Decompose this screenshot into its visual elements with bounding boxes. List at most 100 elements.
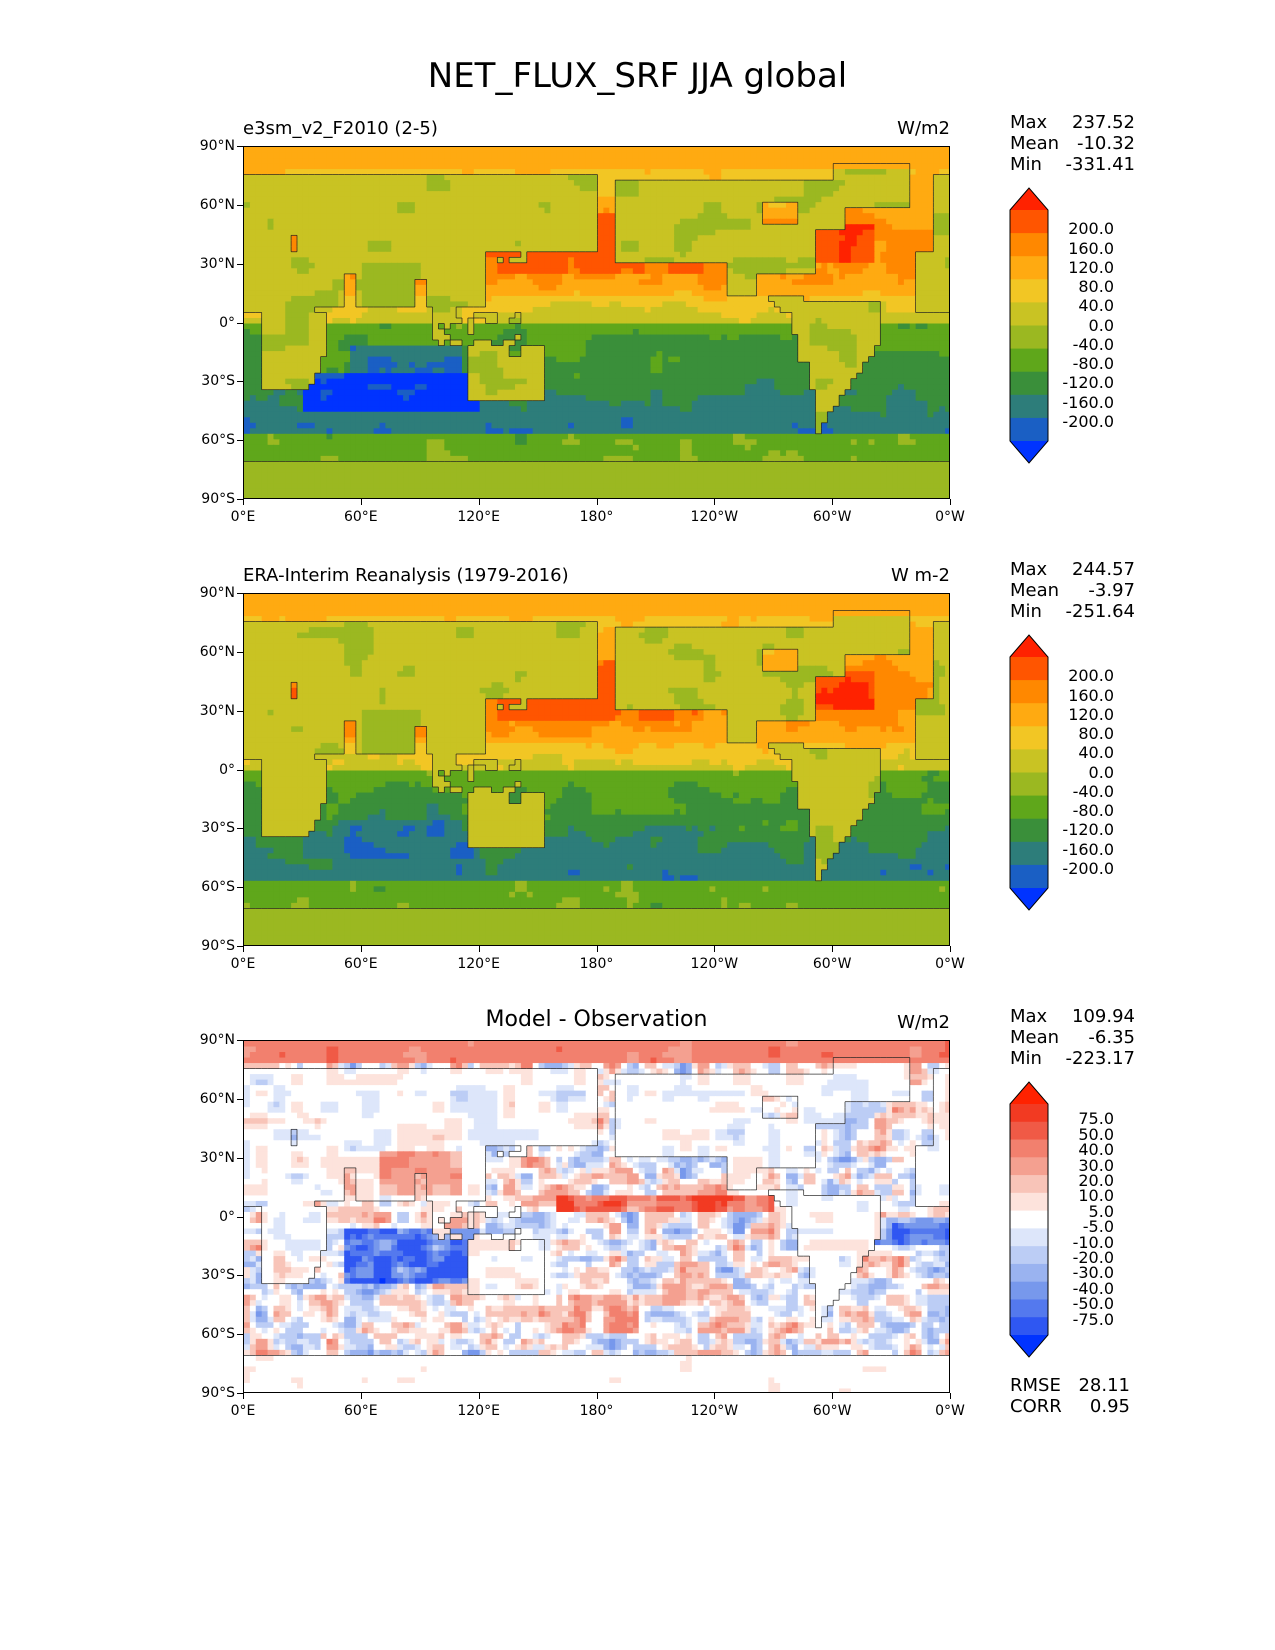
stat-mean: Mean -6.35 (1010, 1027, 1135, 1048)
lat-tick-label: 60°N (183, 1091, 235, 1107)
colorbar-extend-min (1010, 441, 1048, 463)
colorbar-segment (1010, 371, 1048, 396)
colorbar-label: 160.0 (1052, 686, 1114, 705)
colorbar-label: 50.0 (1052, 1125, 1114, 1144)
panel-reference-colorbar (1009, 634, 1049, 911)
lon-tick-label: 60°E (321, 509, 401, 525)
lat-tick-mark (237, 146, 243, 147)
colorbar-segment (1010, 210, 1048, 234)
lat-tick-mark (237, 263, 243, 265)
colorbar-label: 0.0 (1052, 316, 1114, 335)
lat-tick-mark (237, 651, 243, 653)
stat-max-value: 244.57 (1072, 559, 1135, 580)
lon-tick-label: 60°E (321, 956, 401, 972)
lat-tick-label: 0° (183, 1209, 235, 1225)
panel-reference-map (243, 593, 950, 946)
stat-min-label: Min (1010, 601, 1042, 622)
colorbar-label: -20.0 (1052, 1249, 1114, 1267)
lon-tick-mark (243, 946, 244, 952)
colorbar-segment (1010, 1228, 1048, 1247)
lon-tick-label: 180° (557, 1403, 637, 1419)
stat-min: Min -251.64 (1010, 601, 1135, 622)
colorbar-label: 30.0 (1052, 1156, 1114, 1175)
colorbar-segment (1010, 1317, 1048, 1336)
lat-tick-mark (237, 440, 243, 442)
colorbar-segment (1010, 1246, 1048, 1265)
stat-max-value: 237.52 (1072, 112, 1135, 133)
lon-tick-label: 180° (557, 509, 637, 525)
stat-min-value: -223.17 (1066, 1048, 1135, 1069)
colorbar-label: 40.0 (1052, 744, 1114, 762)
lat-tick-label: 30°S (183, 820, 235, 836)
colorbar-label: -10.0 (1052, 1233, 1114, 1252)
lat-tick-label: 90°N (183, 585, 235, 601)
lon-tick-label: 120°E (439, 1403, 519, 1419)
lat-tick-label: 60°S (183, 879, 235, 895)
lon-tick-label: 0°E (203, 1403, 283, 1419)
panel-difference-title: Model - Observation (243, 1007, 950, 1033)
colorbar-segment (1010, 1104, 1048, 1123)
colorbar-label: -80.0 (1052, 802, 1114, 820)
lon-tick-label: 120°W (674, 956, 754, 972)
lon-tick-label: 60°W (792, 1403, 872, 1419)
panel-test-map (243, 146, 950, 499)
colorbar-extend-max (1010, 188, 1048, 210)
lat-tick-label: 90°S (183, 938, 235, 954)
colorbar-segment (1010, 1210, 1048, 1229)
panel-test-stats: Max 237.52 Mean -10.32 Min -331.41 (1010, 112, 1135, 175)
colorbar-segment (1010, 1121, 1048, 1141)
lat-tick-mark (237, 887, 243, 889)
stat-mean-label: Mean (1010, 580, 1059, 601)
stat-mean: Mean -10.32 (1010, 133, 1135, 154)
stat-rmse: RMSE 28.11 (1010, 1375, 1130, 1396)
stat-mean-value: -6.35 (1088, 1027, 1135, 1048)
colorbar-segment (1010, 1281, 1048, 1300)
lat-tick-mark (237, 1393, 243, 1394)
colorbar-segment (1010, 325, 1048, 350)
stat-min-value: -251.64 (1066, 601, 1135, 622)
lon-tick-label: 0°W (910, 956, 990, 972)
stat-mean-value: -10.32 (1077, 133, 1135, 154)
stat-max-label: Max (1010, 559, 1047, 580)
colorbar-segment (1010, 233, 1048, 257)
colorbar-extend-max (1010, 1082, 1048, 1104)
colorbar-label: -120.0 (1052, 374, 1114, 392)
stat-max-label: Max (1010, 1006, 1047, 1027)
colorbar-extend-max (1010, 635, 1048, 657)
colorbar-label: 0.0 (1052, 763, 1114, 782)
colorbar-label: 120.0 (1052, 258, 1114, 277)
colorbar-label: -160.0 (1052, 393, 1114, 412)
colorbar-segment (1010, 256, 1048, 280)
lon-tick-mark (360, 499, 362, 505)
lon-tick-label: 120°W (674, 1403, 754, 1419)
colorbar-label: -120.0 (1052, 821, 1114, 839)
colorbar-segment (1010, 864, 1048, 889)
colorbar-segment (1010, 1139, 1048, 1158)
lon-tick-mark (950, 946, 951, 952)
lon-tick-mark (950, 1393, 951, 1399)
lat-tick-label: 30°S (183, 1267, 235, 1283)
panel-test-colorbar (1009, 187, 1049, 464)
stat-mean: Mean -3.97 (1010, 580, 1135, 601)
colorbar-segment (1010, 417, 1048, 442)
stat-corr: CORR 0.95 (1010, 1396, 1130, 1417)
colorbar-segment (1010, 394, 1048, 419)
colorbar-segment (1010, 795, 1048, 820)
panel-test-field (244, 147, 949, 498)
lat-tick-mark (237, 1216, 243, 1218)
colorbar-segment (1010, 657, 1048, 681)
colorbar-segment (1010, 703, 1048, 727)
lon-tick-mark (714, 946, 716, 952)
colorbar-label: 80.0 (1052, 278, 1114, 296)
lat-tick-label: 0° (183, 315, 235, 331)
panel-test-title: e3sm_v2_F2010 (2-5) (243, 118, 438, 140)
lat-tick-label: 90°S (183, 491, 235, 507)
panel-difference-stats: Max 109.94 Mean -6.35 Min -223.17 (1010, 1006, 1135, 1069)
colorbar-label: 120.0 (1052, 705, 1114, 724)
colorbar-label: -30.0 (1052, 1264, 1114, 1282)
colorbar-segment (1010, 348, 1048, 373)
stat-max-label: Max (1010, 112, 1047, 133)
lat-tick-mark (237, 1334, 243, 1336)
stat-corr-label: CORR (1010, 1396, 1062, 1417)
lon-tick-mark (714, 499, 716, 505)
